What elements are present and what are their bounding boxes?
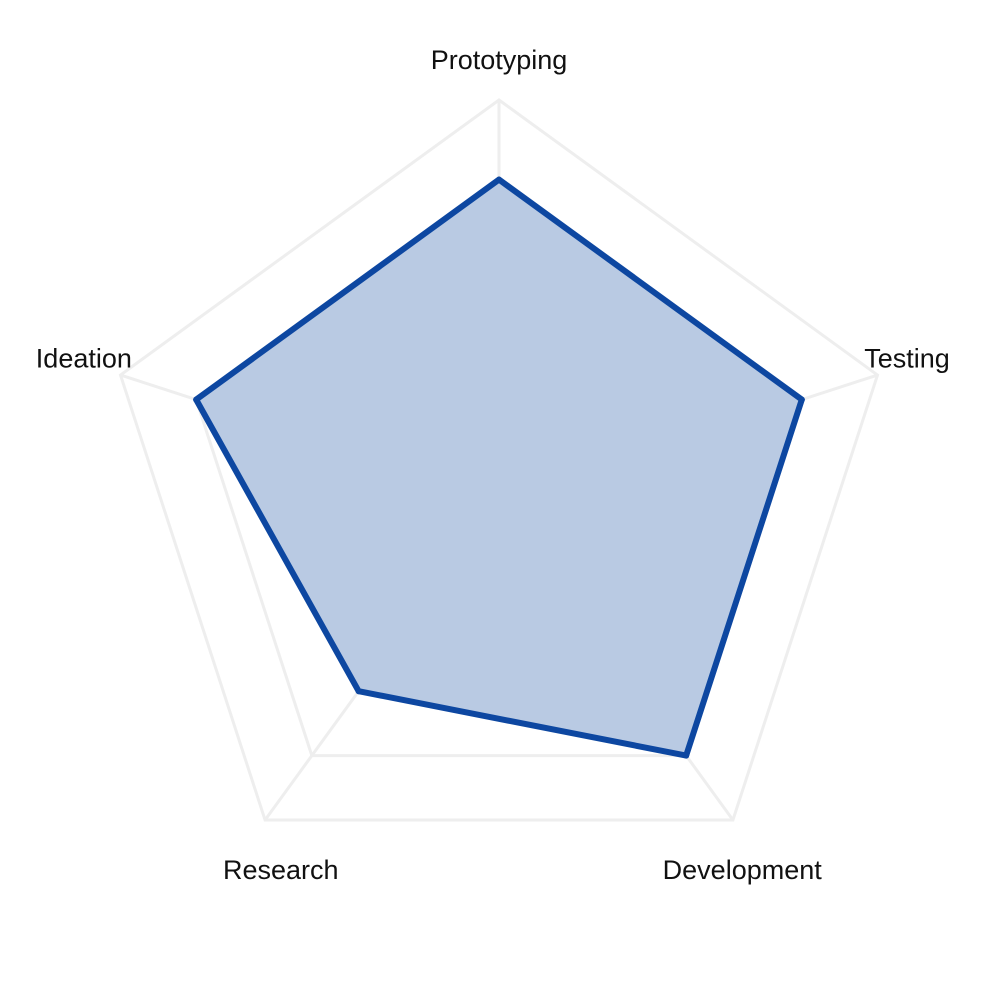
data-point-testing xyxy=(798,396,805,403)
axis-labels: Prototyping Testing Development Research Ide… xyxy=(36,45,950,885)
axis-label-prototyping: Prototyping xyxy=(431,45,568,75)
axis-label-development: Development xyxy=(663,855,823,885)
axis-label-testing: Testing xyxy=(864,343,950,373)
axis-label-research: Research xyxy=(223,855,339,885)
data-point-prototyping xyxy=(496,176,502,183)
grid-ring-5 xyxy=(118,98,880,822)
data-point-research xyxy=(355,688,362,695)
series-area-1 xyxy=(193,176,805,759)
data-point-ideation xyxy=(193,396,200,403)
data-point-development xyxy=(683,752,690,759)
axis-label-ideation: Ideation xyxy=(36,343,132,373)
radar-series xyxy=(193,176,805,759)
